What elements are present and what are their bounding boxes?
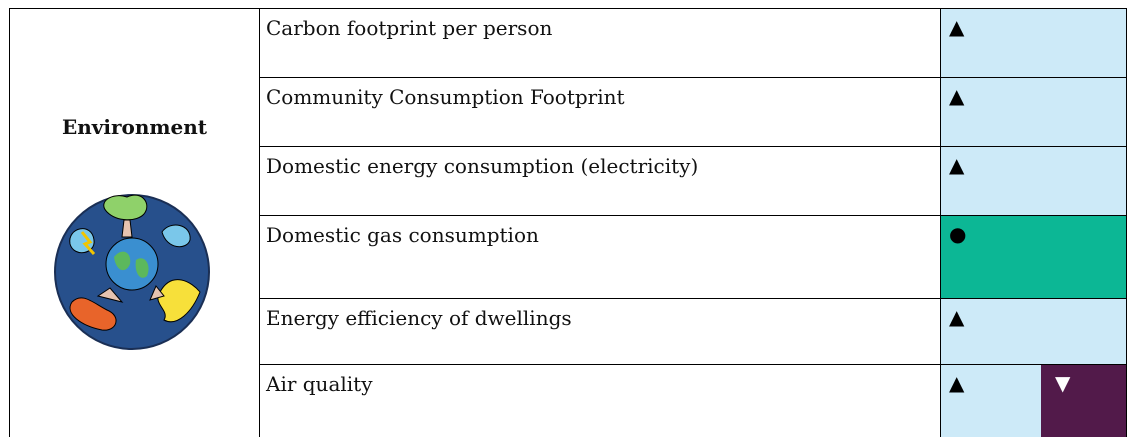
status-cell: ▲ [941,147,1127,215]
col-border [259,8,260,437]
status-cell: ▲ [941,299,1127,364]
left-border [9,8,10,437]
indicator-cell: Carbon footprint per person [266,16,553,40]
row-border [259,77,1127,78]
status-cell: ▼ [1041,365,1127,437]
environment-icon [54,194,210,350]
section-title: Environment [61,115,208,139]
indicator-cell: Community Consumption Footprint [266,85,625,109]
top-border [9,8,1127,9]
status-cell: ▲ [941,78,1127,146]
status-cell: ▲ [941,365,1041,437]
row-border [259,364,1127,365]
status-cell: ● [941,216,1127,298]
indicator-cell: Domestic gas consumption [266,223,539,247]
indicator-cell: Domestic energy consumption (electricity… [266,154,699,178]
status-cell: ▲ [941,9,1127,77]
indicator-cell: Energy efficiency of dwellings [266,306,572,330]
col-border [940,8,941,437]
row-border [259,215,1127,216]
right-border [1126,8,1127,437]
row-border [259,298,1127,299]
row-border [259,146,1127,147]
indicator-cell: Air quality [266,372,373,396]
